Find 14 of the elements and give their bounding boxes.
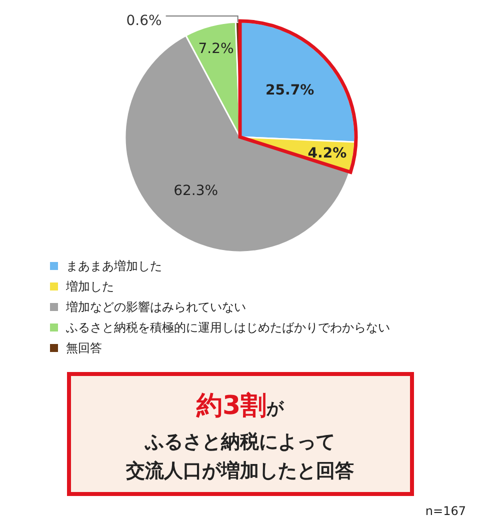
data-label: 4.2% xyxy=(308,146,347,162)
legend-label: 増加した xyxy=(65,280,114,294)
legend-label: 増加などの影響はみられていない xyxy=(65,300,246,314)
text: 約3割が xyxy=(195,391,285,421)
legend-label: ふるさと納税を積極的に運用しはじめたばかりでわからない xyxy=(65,320,390,334)
legend-label: 無回答 xyxy=(66,341,102,355)
data-label: 0.6% xyxy=(126,13,162,30)
data-label: 7.2% xyxy=(198,41,234,58)
legend-label: まあまあ増加した xyxy=(66,259,162,273)
text: n=167 xyxy=(425,504,466,518)
data-label: 62.3% xyxy=(174,183,218,200)
data-label: 25.7% xyxy=(266,82,314,98)
text: 交流人口が増加したと回答 xyxy=(125,460,354,482)
text: ふるさと納税によって xyxy=(144,431,335,453)
